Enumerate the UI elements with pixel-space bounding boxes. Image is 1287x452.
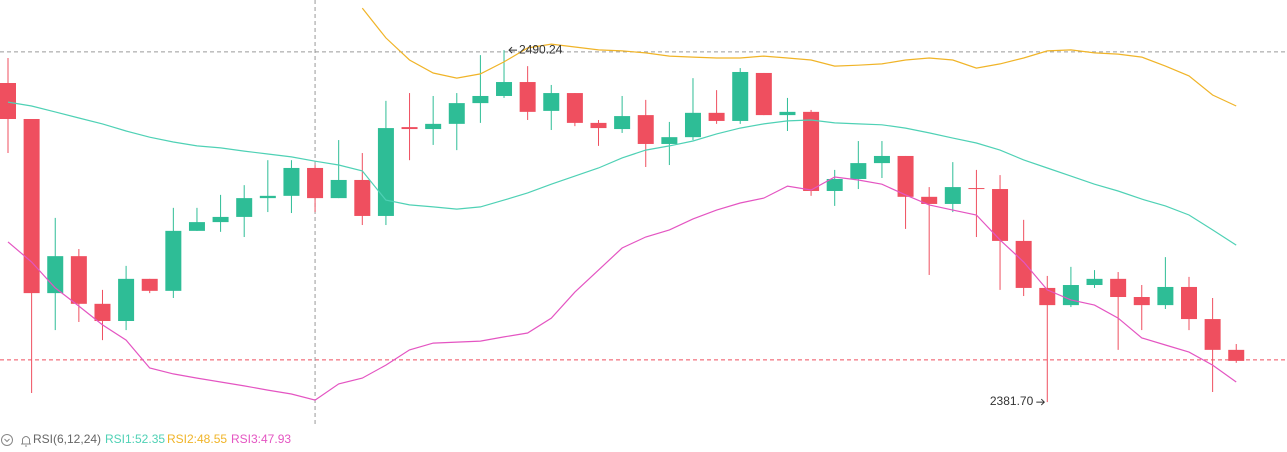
candle-body [897,155,914,197]
candle-body [1133,297,1150,306]
candle-body [1228,349,1245,361]
collapse-icon[interactable] [1,434,13,446]
legend-title: RSI(6,12,24) [33,432,101,446]
candle-body [236,198,253,217]
candle-body [496,82,513,96]
annotation-arrow [508,46,518,54]
legend-entry: RSI3:47.93 [231,432,291,446]
candle-body [70,256,87,304]
candle-body [1181,286,1197,320]
alert-icon[interactable] [21,436,31,447]
indicator-line [361,7,1237,107]
candle-body [118,278,135,322]
candle-body [307,167,324,199]
annotation-label: 2490.24 [519,42,563,56]
candle-body [732,71,749,121]
candle-body [23,118,40,294]
candle-body [661,137,678,144]
candle-body [94,303,111,322]
legend-entry: RSI2:48.55 [167,432,227,446]
candle-body [212,216,229,223]
candle-body [1062,285,1079,306]
candle-body [472,95,489,104]
annotation-arrow [1036,398,1045,406]
indicator-line [7,176,1237,401]
candle-body [566,93,583,123]
candle-body [590,122,607,129]
candle-body [188,222,205,231]
plot: 2490.24 2381.70 [0,0,1287,425]
candle-body [614,116,631,130]
candle-body [944,187,961,204]
candle-body [850,163,867,179]
candle-body [1110,278,1127,298]
candle-body [330,179,347,199]
candle-body [259,195,276,199]
annotation-label: 2381.70 [990,394,1034,408]
legend-entry: RSI1:52.35 [105,432,165,446]
candle-body [425,123,442,130]
candle-body [968,188,985,190]
candle-body [873,155,890,164]
candle-body [448,103,465,124]
candle-body [141,278,158,291]
candle-body [1204,319,1221,350]
candle-body [826,178,843,191]
candle-body [0,83,16,119]
candle-body [165,230,182,291]
candle-body [803,111,820,191]
candle-body [1086,278,1103,286]
candle-body [779,111,796,116]
candle-body [1157,286,1174,306]
candle-body [992,189,1009,241]
candle-body [684,112,701,138]
candle-body [377,128,394,216]
candle-body [755,72,772,116]
candle-body [637,115,654,144]
candle-body [283,167,300,196]
candle-body [354,179,371,216]
candle-body [921,196,938,204]
candle-body [543,93,560,111]
candle-body [708,112,725,121]
indicator-line [7,101,1237,246]
candle-body [401,127,418,130]
candle-body [519,82,536,112]
candle-body [1015,240,1032,288]
collapse-chevron [4,438,10,443]
legend: RSI(6,12,24) RSI1:52.35 RSI2:48.55 RSI3:47… [1,432,291,447]
